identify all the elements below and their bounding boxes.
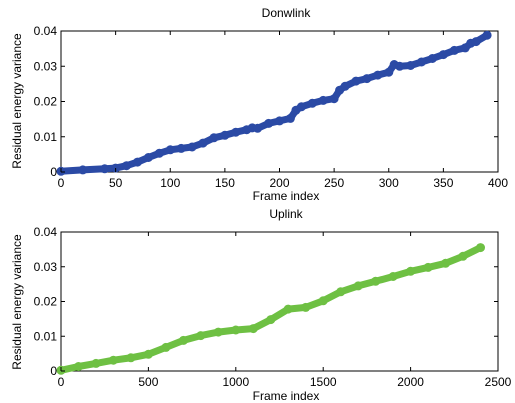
downlink-panel: Donwlink 0 50 100 150 200 250 300 350 400 0 0.01 0.… xyxy=(10,6,508,203)
x-tick-label: 2000 xyxy=(397,375,424,389)
data-point xyxy=(198,138,208,148)
data-point xyxy=(351,76,361,86)
data-point xyxy=(283,304,293,314)
y-tick-label: 0 xyxy=(50,364,57,378)
data-point xyxy=(406,266,416,276)
data-point xyxy=(318,95,328,105)
data-point xyxy=(449,45,459,55)
data-point xyxy=(74,362,83,371)
y-tick-label: 0.02 xyxy=(34,95,58,109)
y-axis-title: Residual energy variance xyxy=(10,33,24,169)
y-axis-title: Residual energy variance xyxy=(10,234,24,370)
series-line xyxy=(57,244,484,374)
data-point xyxy=(187,142,197,152)
x-tick-label: 150 xyxy=(215,176,235,190)
data-point xyxy=(438,50,448,60)
y-tick-label: 0 xyxy=(50,165,57,179)
data-point xyxy=(100,164,110,174)
data-point xyxy=(178,335,188,345)
y-tick-label: 0.01 xyxy=(34,130,58,144)
data-point xyxy=(373,70,383,80)
data-point xyxy=(371,276,381,286)
y-tick-label: 0.04 xyxy=(34,225,58,239)
data-point xyxy=(108,355,118,365)
data-point xyxy=(165,145,175,155)
y-tick-label: 0.01 xyxy=(34,329,58,343)
y-tick-label: 0.03 xyxy=(34,260,58,274)
x-tick-label: 2500 xyxy=(485,375,512,389)
data-point xyxy=(353,281,363,291)
data-point xyxy=(154,148,164,158)
x-axis-title: Frame index xyxy=(253,389,320,403)
x-axis-title: Frame index xyxy=(253,189,320,203)
plot-area: 0 50 100 150 200 250 300 350 400 0 0.01 0.02 0.03 0.0… xyxy=(34,24,509,190)
data-point xyxy=(395,61,405,71)
uplink-panel: Uplink 0 500 1000 1500 2000 2500 0 0.01 0.02 0.03… xyxy=(10,207,512,403)
data-point xyxy=(122,161,131,171)
data-point xyxy=(406,61,416,70)
data-point xyxy=(231,127,241,137)
chart-title: Uplink xyxy=(269,207,303,221)
data-point xyxy=(133,157,142,167)
x-tick-label: 250 xyxy=(324,176,344,190)
plot-area: 0 500 1000 1500 2000 2500 0 0.01 0.02 0.03 0.04 xyxy=(34,225,512,389)
data-point xyxy=(91,358,101,368)
data-point xyxy=(471,37,481,47)
chart-title: Donwlink xyxy=(262,6,312,20)
data-point xyxy=(253,123,263,133)
series-line xyxy=(57,31,491,175)
data-point xyxy=(427,54,437,63)
data-point xyxy=(285,113,295,123)
data-point xyxy=(388,272,398,281)
x-tick-label: 200 xyxy=(269,176,289,190)
data-point xyxy=(336,287,346,297)
axes-frame xyxy=(60,231,499,372)
data-point xyxy=(126,353,136,363)
data-point xyxy=(329,94,339,104)
data-point xyxy=(296,102,306,112)
data-point xyxy=(78,165,88,175)
data-point xyxy=(423,262,433,272)
data-point xyxy=(143,349,153,359)
data-point xyxy=(176,143,186,153)
data-point xyxy=(264,118,274,128)
data-point xyxy=(143,153,153,162)
x-tick-label: 1000 xyxy=(222,375,249,389)
data-point xyxy=(318,296,328,306)
x-tick-label: 400 xyxy=(488,176,508,190)
x-tick-label: 350 xyxy=(433,176,453,190)
x-tick-label: 0 xyxy=(58,176,65,190)
x-tick-label: 0 xyxy=(58,375,65,389)
data-point xyxy=(441,258,451,268)
data-point xyxy=(209,133,219,143)
data-point xyxy=(231,325,241,335)
x-tick-label: 1500 xyxy=(310,375,337,389)
data-point xyxy=(301,302,311,312)
data-point xyxy=(458,251,468,261)
data-point xyxy=(384,67,394,77)
axes-frame xyxy=(60,30,499,173)
y-tick-label: 0.02 xyxy=(34,295,58,309)
x-tick-label: 300 xyxy=(379,176,399,190)
data-point xyxy=(220,130,230,140)
data-point xyxy=(275,116,284,126)
data-point xyxy=(482,30,492,40)
data-point xyxy=(161,342,171,352)
data-point xyxy=(266,315,276,325)
x-tick-label: 50 xyxy=(109,176,123,190)
x-tick-label: 100 xyxy=(160,176,180,190)
data-point xyxy=(476,243,485,253)
x-tick-label: 500 xyxy=(138,375,158,389)
data-point xyxy=(362,74,372,84)
data-point xyxy=(417,57,426,67)
data-point xyxy=(196,331,206,341)
y-tick-label: 0.04 xyxy=(34,24,58,38)
data-point xyxy=(248,324,258,334)
data-point xyxy=(307,98,317,108)
data-point xyxy=(213,327,223,337)
y-tick-label: 0.03 xyxy=(34,59,58,73)
data-point xyxy=(340,81,350,91)
